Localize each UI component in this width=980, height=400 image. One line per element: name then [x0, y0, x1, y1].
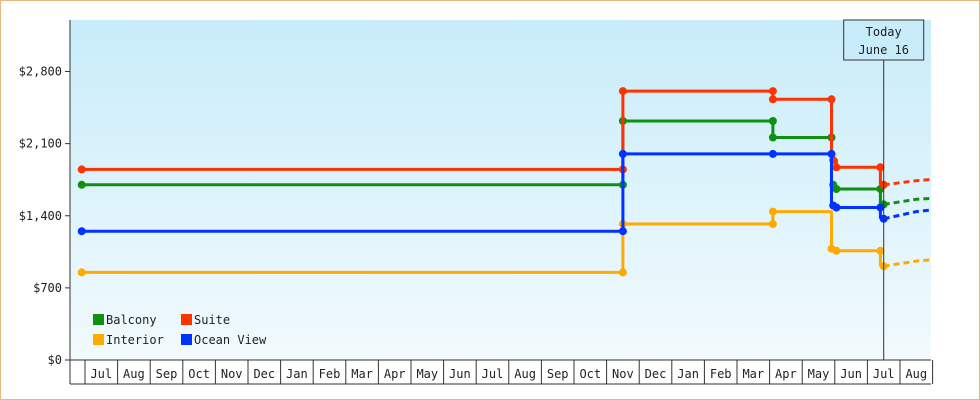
legend-label: Balcony — [106, 313, 157, 327]
x-tick-label: Jan — [286, 367, 308, 381]
x-tick-label: Nov — [221, 367, 243, 381]
x-tick-label: Aug — [123, 367, 145, 381]
y-tick-label: $700 — [33, 281, 62, 295]
data-point[interactable] — [618, 87, 627, 96]
x-tick-label: Mar — [742, 367, 764, 381]
legend-label: Interior — [106, 333, 164, 347]
data-point[interactable] — [77, 180, 86, 189]
x-tick-label: Sep — [156, 367, 178, 381]
series-projection-line — [883, 208, 931, 221]
data-point[interactable] — [768, 133, 777, 142]
data-point[interactable] — [768, 87, 777, 96]
data-point[interactable] — [832, 163, 841, 172]
x-tick-label: Sep — [547, 367, 569, 381]
data-point[interactable] — [876, 246, 885, 255]
x-tick-label: May — [416, 367, 438, 381]
x-tick-label: Jun — [449, 367, 471, 381]
data-point[interactable] — [876, 203, 885, 212]
data-point[interactable] — [77, 165, 86, 174]
legend-label: Suite — [194, 313, 230, 327]
legend-item-suite: Suite — [181, 313, 230, 327]
x-tick-label: Jul — [90, 367, 112, 381]
today-label: Today — [866, 25, 902, 39]
x-tick-label: Apr — [775, 367, 797, 381]
data-point[interactable] — [768, 220, 777, 228]
plot-area — [70, 20, 931, 360]
series-projection-line — [883, 196, 931, 206]
x-tick-label: Jul — [873, 367, 895, 381]
x-tick-label: Aug — [514, 367, 536, 381]
data-point[interactable] — [768, 207, 777, 216]
x-tick-label: Jan — [677, 367, 699, 381]
x-tick-label: Feb — [319, 367, 341, 381]
today-box — [843, 19, 925, 61]
data-point[interactable] — [768, 149, 777, 158]
legend-label: Ocean View — [194, 333, 267, 347]
x-tick-label: Aug — [905, 367, 927, 381]
data-point[interactable] — [768, 95, 777, 104]
x-tick-label: Dec — [645, 367, 667, 381]
series-line — [81, 210, 882, 274]
data-point[interactable] — [827, 149, 836, 158]
legend-swatch — [93, 334, 104, 345]
x-tick-label: Dec — [253, 367, 275, 381]
legend-item-interior: Interior — [93, 333, 164, 347]
y-tick-label: $2,100 — [19, 137, 62, 151]
data-point[interactable] — [832, 246, 841, 255]
x-tick-label: Apr — [384, 367, 406, 381]
series-projection-line — [883, 258, 931, 268]
x-tick-label: Oct — [579, 367, 601, 381]
data-point[interactable] — [618, 149, 627, 158]
data-point[interactable] — [618, 268, 627, 277]
data-point[interactable] — [832, 203, 841, 212]
x-tick-label: Nov — [612, 367, 634, 381]
x-tick-label: Jun — [840, 367, 862, 381]
data-point[interactable] — [768, 117, 777, 125]
series-interior — [77, 207, 931, 277]
legend-swatch — [93, 314, 104, 325]
series-projection-line — [883, 177, 931, 187]
legend-item-ocean-view: Ocean View — [181, 333, 267, 347]
data-point[interactable] — [618, 227, 627, 236]
x-tick-label: May — [808, 367, 830, 381]
y-tick-label: $0 — [48, 353, 62, 367]
legend-swatch — [181, 314, 192, 325]
data-point[interactable] — [832, 185, 841, 193]
x-tick-label: Oct — [188, 367, 210, 381]
legend-item-balcony: Balcony — [93, 313, 157, 327]
series-line — [81, 152, 882, 233]
series-ocean-view — [77, 149, 931, 236]
series-suite — [77, 87, 931, 189]
data-point[interactable] — [77, 227, 86, 236]
x-tick-label: Feb — [710, 367, 732, 381]
data-point[interactable] — [77, 268, 86, 277]
x-tick-label: Jul — [482, 367, 504, 381]
x-tick-label: Mar — [351, 367, 373, 381]
y-tick-label: $1,400 — [19, 209, 62, 223]
y-tick-label: $2,800 — [19, 65, 62, 79]
data-point[interactable] — [876, 163, 885, 172]
data-point[interactable] — [827, 95, 836, 104]
today-date: June 16 — [858, 43, 909, 57]
legend-swatch — [181, 334, 192, 345]
